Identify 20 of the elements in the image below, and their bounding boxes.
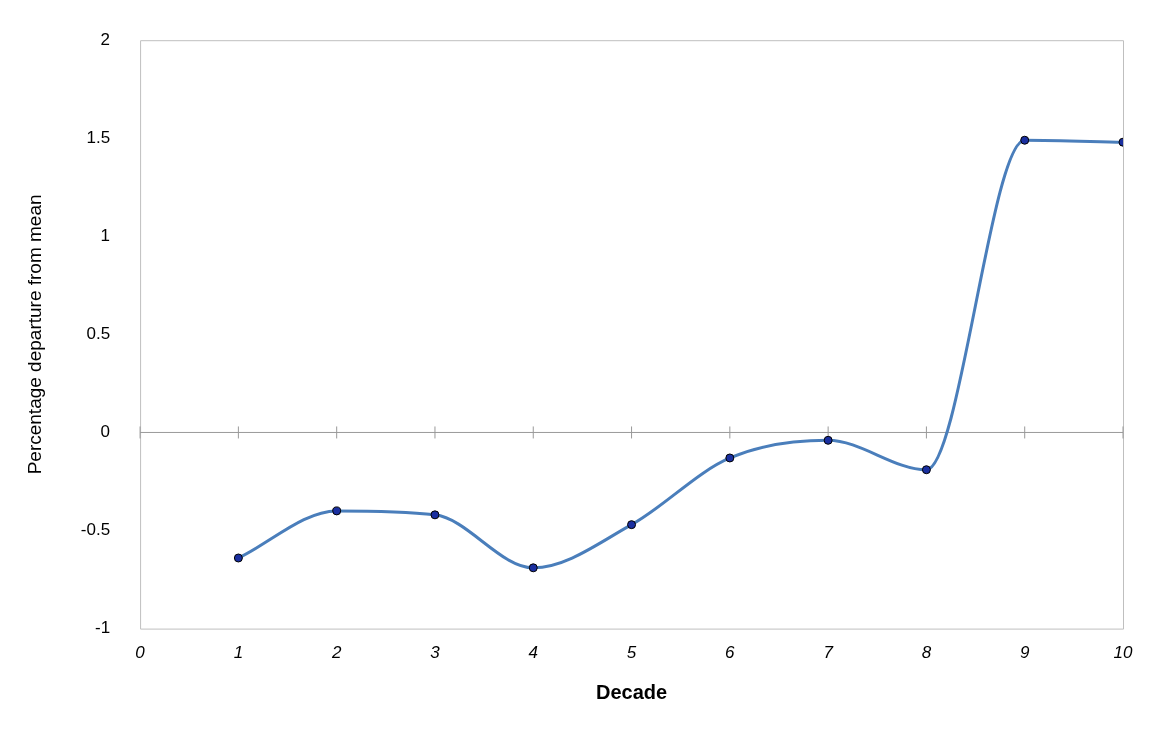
x-tick-label: 0 — [135, 642, 146, 662]
y-axis-title: Percentage departure from mean — [23, 194, 45, 475]
x-tick-label: 2 — [330, 642, 342, 662]
y-tick-label: -1 — [94, 618, 111, 638]
y-tick-label: 1.5 — [86, 127, 111, 147]
y-tick-label: 0.5 — [86, 324, 111, 344]
x-tick-label: 7 — [823, 642, 834, 662]
x-tick-label: 1 — [233, 642, 244, 662]
y-tick-label: 2 — [100, 29, 111, 49]
x-tick-label: 3 — [430, 642, 441, 662]
x-tick-label: 10 — [1113, 642, 1133, 662]
x-tick-label: 6 — [725, 642, 736, 662]
y-tick-label: 1 — [100, 226, 111, 246]
x-tick-label: 4 — [528, 642, 538, 662]
y-tick-label: -0.5 — [80, 520, 111, 540]
y-tick-label: 0 — [100, 422, 111, 442]
x-tick-label: 9 — [1019, 642, 1030, 662]
x-tick-label: 8 — [921, 642, 932, 662]
x-tick-label: 5 — [626, 642, 637, 662]
x-axis-title: Decade — [595, 680, 668, 703]
